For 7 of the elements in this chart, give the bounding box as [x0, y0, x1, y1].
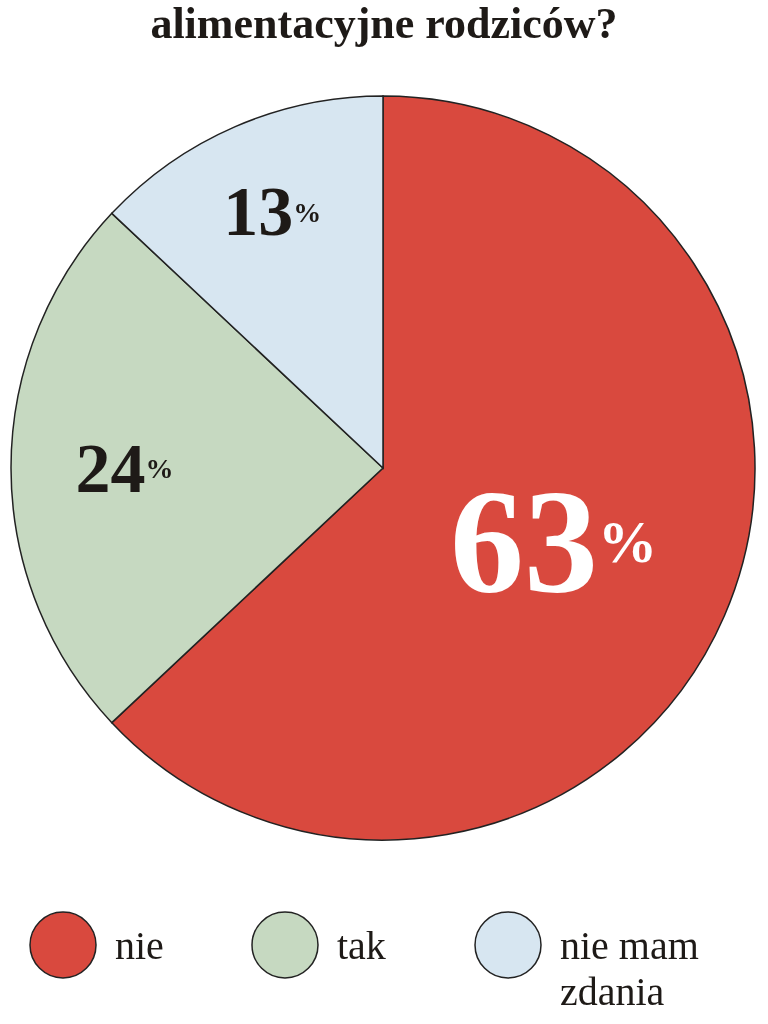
data-label: 24% — [75, 429, 174, 507]
legend-label: nie — [115, 923, 164, 968]
legend-label: nie mam zdania — [560, 923, 699, 1014]
chart-title: alimentacyjne rodziców? — [150, 0, 618, 48]
legend-label: tak — [337, 923, 386, 968]
data-label: 63% — [450, 459, 658, 624]
data-label: 13% — [223, 173, 322, 251]
